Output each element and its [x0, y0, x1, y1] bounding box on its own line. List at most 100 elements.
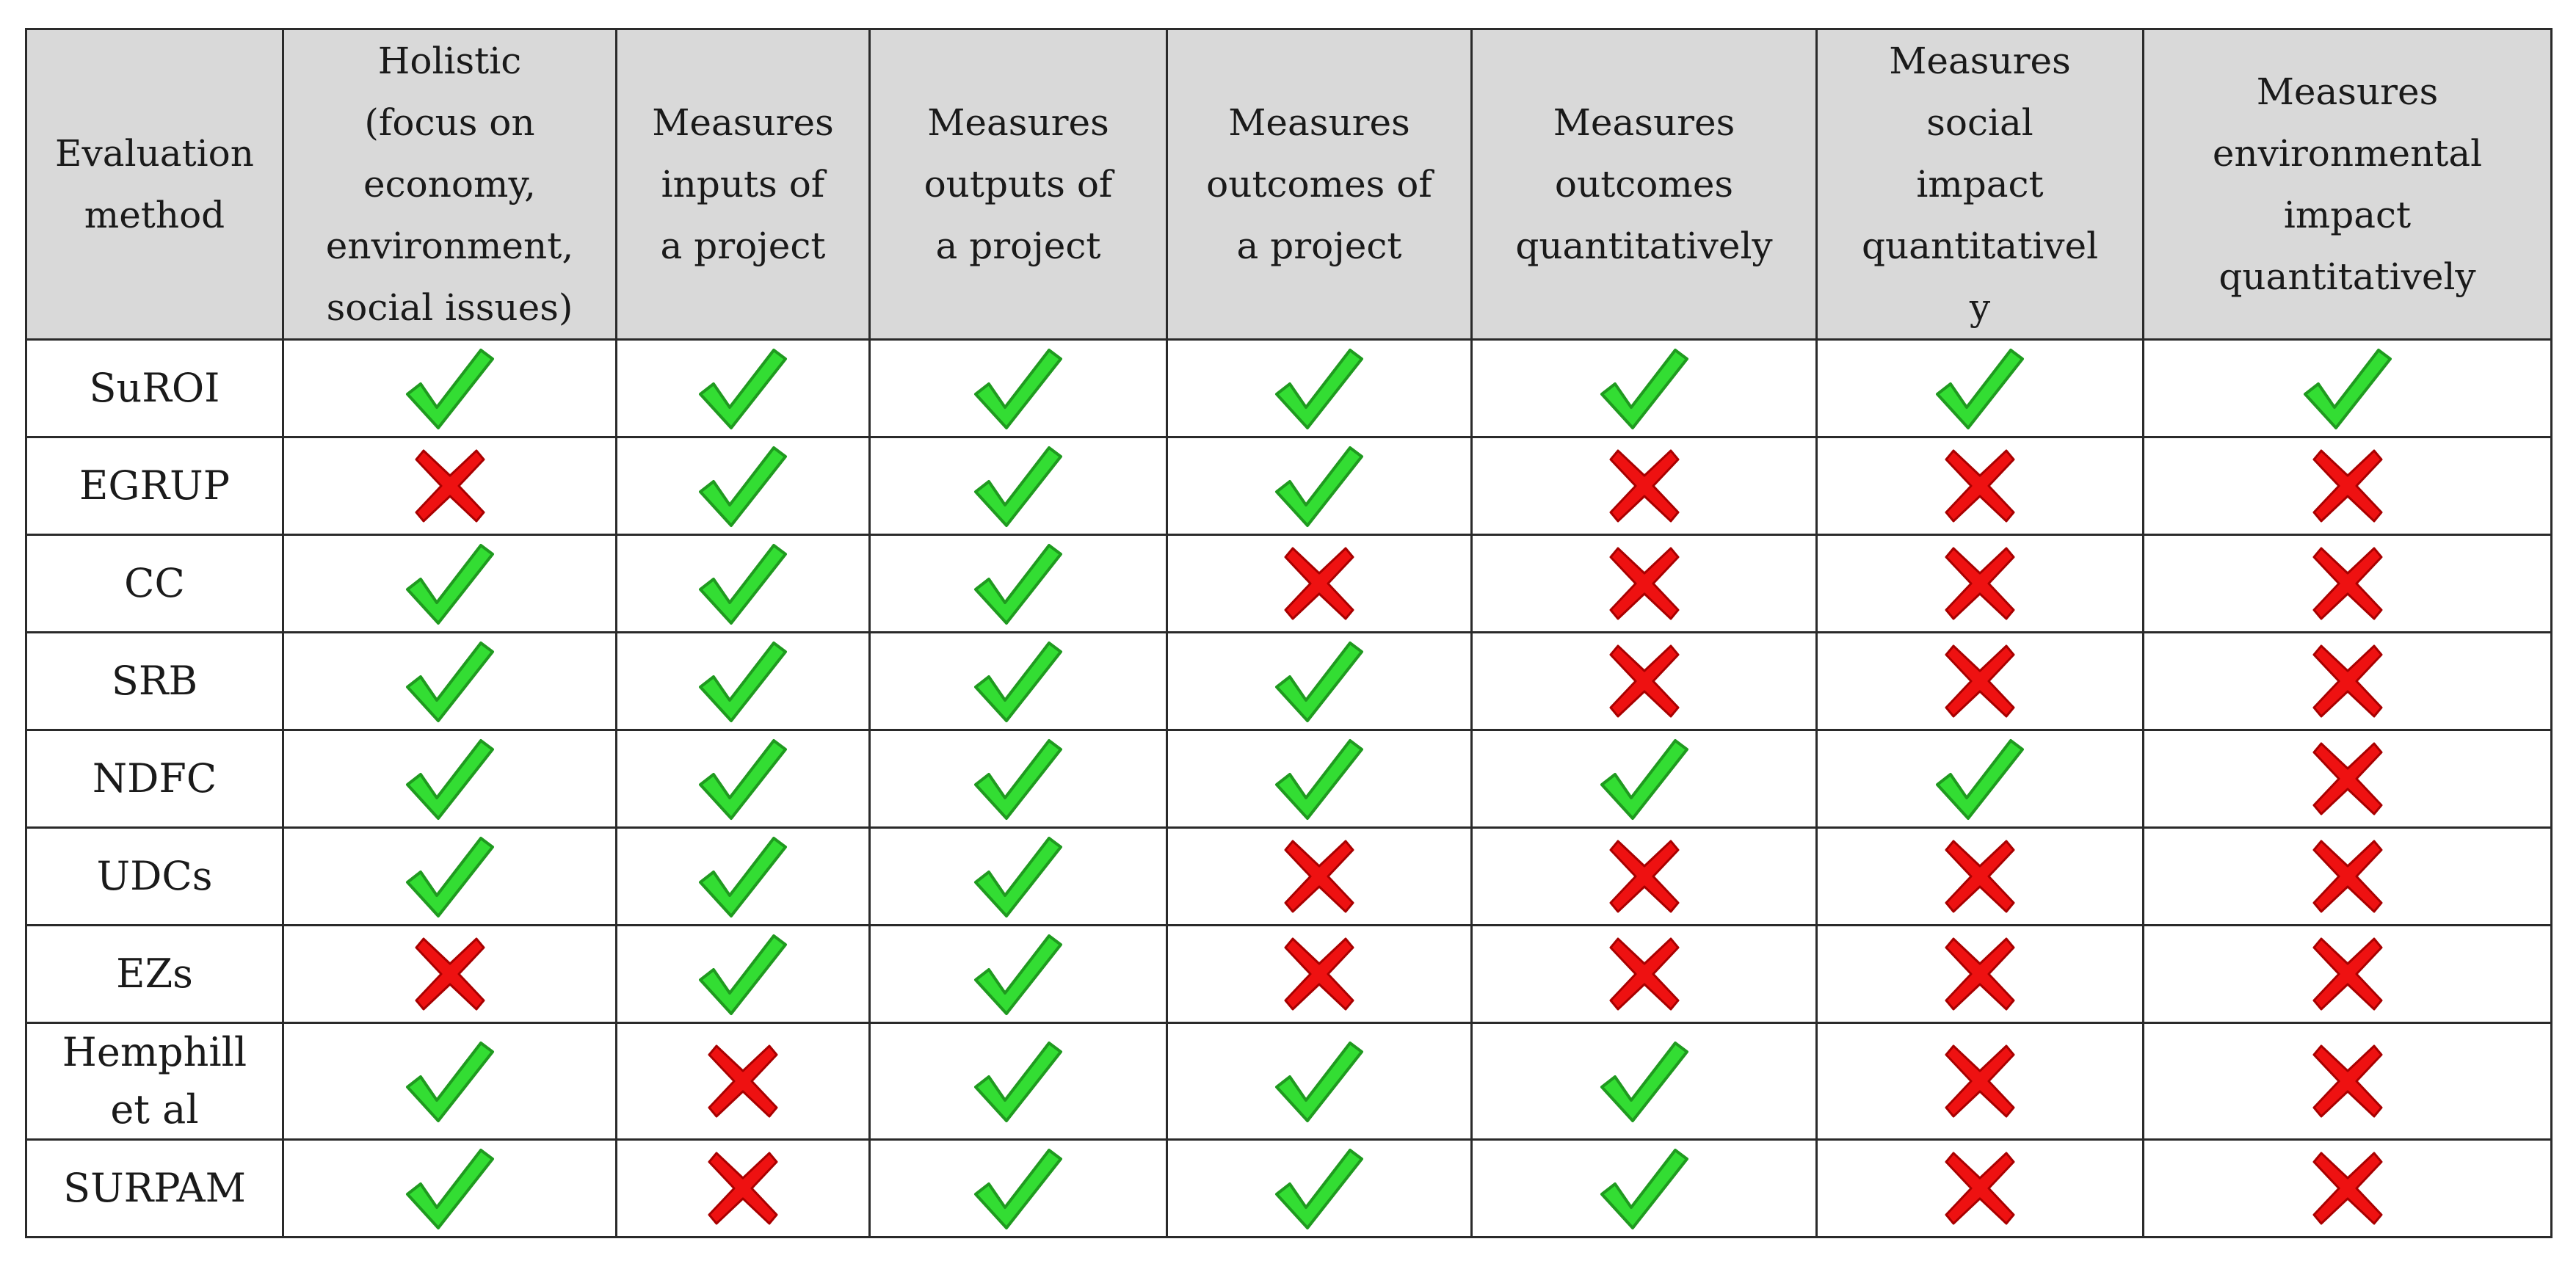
mark-cell: [2142, 729, 2553, 829]
header-label: Evaluation method: [55, 132, 254, 236]
method-name-cell: SuROI: [25, 338, 284, 438]
method-name-cell: EGRUP: [25, 436, 284, 536]
mark-cell: [615, 826, 871, 926]
cross-icon: [2311, 1043, 2384, 1119]
header-label: Measures outcomes of a project: [1206, 101, 1432, 267]
header-label: Holistic (focus on economy, environment,…: [325, 40, 574, 329]
mark-cell: [1470, 338, 1818, 438]
mark-cell: [1815, 729, 2144, 829]
cross-icon: [2311, 448, 2384, 524]
mark-cell: [2142, 924, 2553, 1024]
mark-cell: [1815, 1138, 2144, 1238]
mark-cell: [1470, 1022, 1818, 1141]
cross-icon: [1608, 545, 1681, 622]
mark-cell: [1470, 436, 1818, 536]
method-name-cell: SRB: [25, 631, 284, 731]
mark-cell: [1166, 338, 1473, 438]
check-icon: [404, 639, 496, 724]
method-name-cell: CC: [25, 534, 284, 633]
mark-cell: [282, 1022, 617, 1141]
cross-icon: [2311, 741, 2384, 817]
check-icon: [973, 346, 1064, 431]
mark-cell: [1815, 534, 2144, 633]
header-measures-outputs: Measures outputs of a project: [868, 28, 1168, 341]
header-label: Measures environmental impact quantitati…: [2212, 70, 2483, 298]
check-icon: [404, 541, 496, 626]
table-row: SURPAM: [25, 1138, 2553, 1238]
cross-icon: [2311, 643, 2384, 719]
mark-cell: [868, 631, 1168, 731]
cross-icon: [1608, 643, 1681, 719]
cross-icon: [413, 936, 487, 1012]
check-icon: [973, 834, 1064, 919]
check-icon: [1934, 736, 2025, 821]
check-icon: [697, 736, 788, 821]
mark-cell: [1166, 436, 1473, 536]
mark-cell: [1470, 534, 1818, 633]
header-row: Evaluation method Holistic (focus on eco…: [25, 28, 2553, 341]
mark-cell: [2142, 338, 2553, 438]
mark-cell: [2142, 1022, 2553, 1141]
cross-icon: [1608, 838, 1681, 915]
mark-cell: [2142, 631, 2553, 731]
cross-icon: [1943, 545, 2017, 622]
mark-cell: [2142, 1138, 2553, 1238]
mark-cell: [868, 1138, 1168, 1238]
mark-cell: [615, 1022, 871, 1141]
table-body: SuROI EGRUP CC SRB NDFC UDCs EZs Hemphill et al…: [25, 338, 2553, 1238]
cross-icon: [2311, 1150, 2384, 1226]
header-label: Measures inputs of a project: [652, 101, 834, 267]
mark-cell: [868, 1022, 1168, 1141]
mark-cell: [1166, 1022, 1473, 1141]
header-label: Measures outputs of a project: [924, 101, 1113, 267]
mark-cell: [1166, 826, 1473, 926]
check-icon: [1274, 346, 1365, 431]
mark-cell: [868, 924, 1168, 1024]
check-icon: [973, 1039, 1064, 1124]
cross-icon: [2311, 545, 2384, 622]
cross-icon: [706, 1150, 780, 1226]
table-row: CC: [25, 534, 2553, 633]
mark-cell: [1815, 826, 2144, 926]
check-icon: [1274, 736, 1365, 821]
mark-cell: [1470, 826, 1818, 926]
cross-icon: [1943, 838, 2017, 915]
cross-icon: [1943, 448, 2017, 524]
check-icon: [1599, 1146, 1690, 1231]
mark-cell: [2142, 534, 2553, 633]
mark-cell: [868, 534, 1168, 633]
mark-cell: [615, 534, 871, 633]
method-name-cell: UDCs: [25, 826, 284, 926]
mark-cell: [282, 1138, 617, 1238]
check-icon: [404, 346, 496, 431]
check-icon: [2302, 346, 2393, 431]
check-icon: [973, 931, 1064, 1017]
cross-icon: [706, 1043, 780, 1119]
mark-cell: [1166, 729, 1473, 829]
check-icon: [973, 639, 1064, 724]
mark-cell: [1815, 1022, 2144, 1141]
evaluation-methods-table: Evaluation method Holistic (focus on eco…: [25, 28, 2553, 1238]
cross-icon: [1282, 545, 1356, 622]
mark-cell: [282, 436, 617, 536]
table-row: SRB: [25, 631, 2553, 731]
mark-cell: [282, 338, 617, 438]
header-label: Measures social impact quantitativel y: [1861, 40, 2099, 329]
cross-icon: [1282, 936, 1356, 1012]
check-icon: [1599, 1039, 1690, 1124]
mark-cell: [868, 436, 1168, 536]
check-icon: [697, 931, 788, 1017]
header-measures-outcomes: Measures outcomes of a project: [1166, 28, 1473, 341]
mark-cell: [1470, 729, 1818, 829]
table-row: SuROI: [25, 338, 2553, 438]
mark-cell: [1815, 338, 2144, 438]
check-icon: [1274, 1146, 1365, 1231]
mark-cell: [1166, 924, 1473, 1024]
mark-cell: [615, 436, 871, 536]
mark-cell: [1815, 436, 2144, 536]
mark-cell: [1166, 631, 1473, 731]
mark-cell: [282, 924, 617, 1024]
mark-cell: [282, 826, 617, 926]
mark-cell: [282, 631, 617, 731]
mark-cell: [1470, 1138, 1818, 1238]
